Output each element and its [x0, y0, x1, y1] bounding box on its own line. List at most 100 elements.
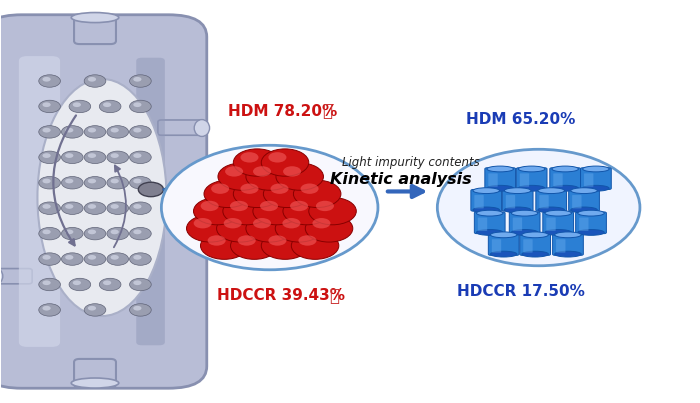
Circle shape: [38, 253, 60, 265]
Circle shape: [290, 201, 308, 211]
Ellipse shape: [545, 210, 571, 216]
Circle shape: [107, 126, 129, 138]
Circle shape: [65, 128, 74, 133]
Circle shape: [88, 204, 96, 209]
Circle shape: [253, 166, 271, 177]
Ellipse shape: [477, 230, 503, 235]
FancyBboxPatch shape: [19, 56, 60, 347]
Circle shape: [233, 180, 281, 208]
Circle shape: [133, 128, 141, 133]
Circle shape: [84, 151, 106, 164]
Ellipse shape: [578, 230, 604, 235]
Circle shape: [65, 255, 74, 260]
FancyBboxPatch shape: [475, 212, 505, 234]
Text: HDCCR 39.43%: HDCCR 39.43%: [217, 289, 345, 303]
Circle shape: [84, 304, 106, 316]
Circle shape: [62, 151, 83, 164]
Ellipse shape: [505, 188, 531, 193]
FancyBboxPatch shape: [0, 15, 206, 388]
Circle shape: [38, 202, 60, 214]
FancyBboxPatch shape: [568, 189, 599, 211]
Circle shape: [268, 235, 286, 246]
FancyBboxPatch shape: [136, 58, 165, 345]
Ellipse shape: [570, 188, 597, 193]
Circle shape: [270, 183, 288, 194]
FancyBboxPatch shape: [575, 212, 606, 234]
Circle shape: [224, 218, 241, 229]
Circle shape: [62, 253, 83, 265]
Circle shape: [300, 183, 318, 194]
Circle shape: [130, 126, 151, 138]
Circle shape: [65, 230, 74, 234]
Circle shape: [111, 255, 119, 260]
Ellipse shape: [582, 166, 609, 172]
FancyBboxPatch shape: [536, 189, 566, 211]
Circle shape: [73, 102, 81, 107]
Circle shape: [73, 280, 81, 285]
FancyBboxPatch shape: [489, 173, 498, 187]
Circle shape: [204, 180, 251, 208]
Circle shape: [261, 149, 309, 176]
Ellipse shape: [512, 230, 538, 235]
Circle shape: [88, 77, 96, 82]
Ellipse shape: [71, 378, 119, 388]
FancyBboxPatch shape: [572, 195, 582, 208]
Circle shape: [261, 232, 309, 260]
FancyBboxPatch shape: [492, 239, 501, 253]
Circle shape: [201, 201, 218, 211]
Circle shape: [38, 177, 60, 189]
FancyBboxPatch shape: [550, 168, 580, 189]
Text: 👍: 👍: [322, 102, 332, 120]
FancyBboxPatch shape: [510, 212, 540, 234]
Circle shape: [69, 100, 91, 113]
FancyBboxPatch shape: [158, 120, 203, 135]
Ellipse shape: [538, 207, 564, 213]
Circle shape: [65, 179, 74, 183]
Ellipse shape: [578, 210, 604, 216]
FancyBboxPatch shape: [506, 195, 515, 208]
Circle shape: [43, 280, 50, 285]
FancyBboxPatch shape: [489, 234, 519, 256]
Circle shape: [103, 102, 111, 107]
FancyBboxPatch shape: [553, 173, 563, 187]
FancyBboxPatch shape: [524, 239, 533, 253]
Circle shape: [260, 201, 278, 211]
Circle shape: [43, 77, 50, 82]
Circle shape: [130, 151, 151, 164]
Circle shape: [133, 306, 141, 311]
Circle shape: [111, 153, 119, 158]
Ellipse shape: [545, 230, 571, 235]
Circle shape: [107, 227, 129, 240]
Circle shape: [246, 163, 293, 190]
Circle shape: [84, 177, 106, 189]
Circle shape: [84, 202, 106, 214]
Circle shape: [62, 126, 83, 138]
Circle shape: [111, 128, 119, 133]
Circle shape: [211, 183, 229, 194]
Circle shape: [223, 197, 270, 225]
Circle shape: [38, 100, 60, 113]
Ellipse shape: [522, 251, 548, 257]
Circle shape: [275, 215, 323, 242]
Circle shape: [107, 253, 129, 265]
Circle shape: [38, 227, 60, 240]
FancyBboxPatch shape: [580, 168, 611, 189]
Circle shape: [38, 278, 60, 291]
Circle shape: [84, 75, 106, 87]
Circle shape: [111, 179, 119, 183]
Text: HDCCR 17.50%: HDCCR 17.50%: [457, 285, 585, 299]
Circle shape: [241, 152, 258, 162]
Circle shape: [38, 126, 60, 138]
FancyBboxPatch shape: [0, 268, 32, 284]
Circle shape: [130, 253, 151, 265]
Text: 👍: 👍: [329, 287, 339, 305]
Circle shape: [316, 201, 334, 211]
Circle shape: [43, 204, 50, 209]
Circle shape: [133, 280, 141, 285]
Circle shape: [208, 235, 225, 246]
Circle shape: [238, 235, 256, 246]
Circle shape: [130, 202, 151, 214]
FancyBboxPatch shape: [546, 218, 556, 231]
Circle shape: [133, 179, 141, 183]
Circle shape: [218, 163, 265, 190]
